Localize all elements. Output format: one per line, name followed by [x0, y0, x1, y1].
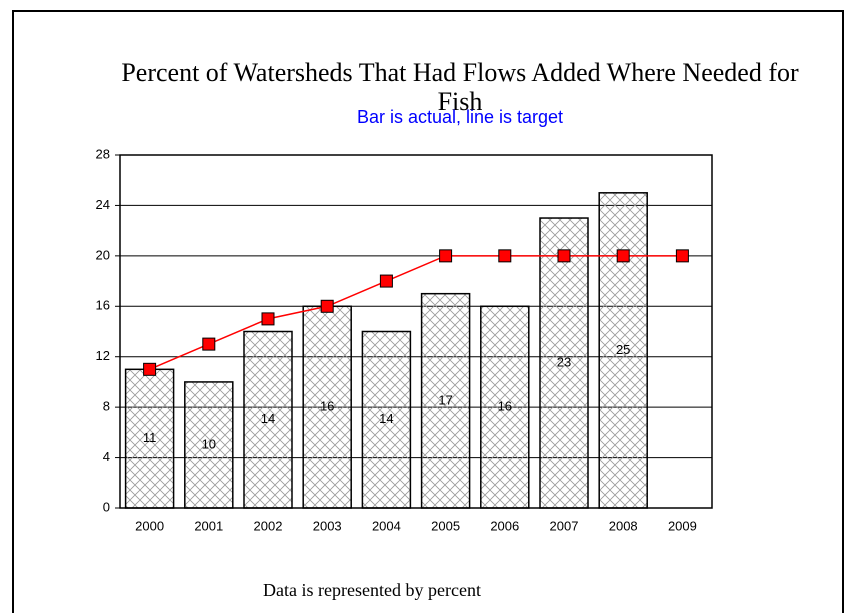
- target-marker: [143, 362, 157, 376]
- chart-title: Percent of Watersheds That Had Flows Add…: [121, 58, 799, 116]
- data-label: 16: [498, 399, 512, 414]
- x-tick-label: 2001: [194, 518, 223, 533]
- x-tick-label: 2008: [609, 518, 638, 533]
- frame: [12, 10, 844, 613]
- target-marker: [675, 249, 689, 263]
- x-tick-label: 2005: [431, 518, 460, 533]
- y-tick-label: 20: [96, 247, 110, 262]
- y-tick-label: 4: [103, 449, 110, 464]
- x-tick-label: 2003: [313, 518, 342, 533]
- data-label: 14: [261, 411, 275, 426]
- y-tick-label: 24: [96, 197, 110, 212]
- target-marker: [616, 249, 630, 263]
- y-tick-label: 8: [103, 399, 110, 414]
- data-label: 17: [438, 392, 452, 407]
- x-tick-label: 2006: [490, 518, 519, 533]
- y-tick-label: 0: [103, 499, 110, 514]
- x-tick-label: 2004: [372, 518, 401, 533]
- target-marker: [498, 249, 512, 263]
- target-marker: [379, 274, 393, 288]
- chart-subtitle: Bar is actual, line is target: [356, 107, 564, 127]
- y-tick-label: 12: [96, 348, 110, 363]
- bar: [302, 305, 352, 509]
- target-marker: [439, 249, 453, 263]
- target-marker: [557, 249, 571, 263]
- data-label: 16: [320, 399, 334, 414]
- x-tick-label: 2000: [135, 518, 164, 533]
- x-tick-label: 2002: [254, 518, 283, 533]
- target-marker: [261, 312, 275, 326]
- y-tick-label: 16: [96, 298, 110, 313]
- data-label: 14: [379, 411, 393, 426]
- y-tick-label: 28: [96, 146, 110, 161]
- target-line: [149, 255, 683, 371]
- data-label: 11: [143, 430, 157, 445]
- plot-frame: [119, 154, 713, 509]
- bar: [243, 330, 293, 509]
- target-marker: [202, 337, 216, 351]
- x-tick-label: 2007: [550, 518, 579, 533]
- target-marker: [320, 299, 334, 313]
- bar: [480, 305, 530, 509]
- x-tick-label: 2009: [668, 518, 697, 533]
- bar: [361, 330, 412, 509]
- data-label: 25: [616, 342, 630, 357]
- chart-note: Data is represented by percent: [263, 580, 481, 600]
- bar: [420, 292, 471, 509]
- bar: [598, 192, 648, 509]
- data-label: 10: [202, 436, 216, 451]
- data-label: 23: [557, 354, 571, 369]
